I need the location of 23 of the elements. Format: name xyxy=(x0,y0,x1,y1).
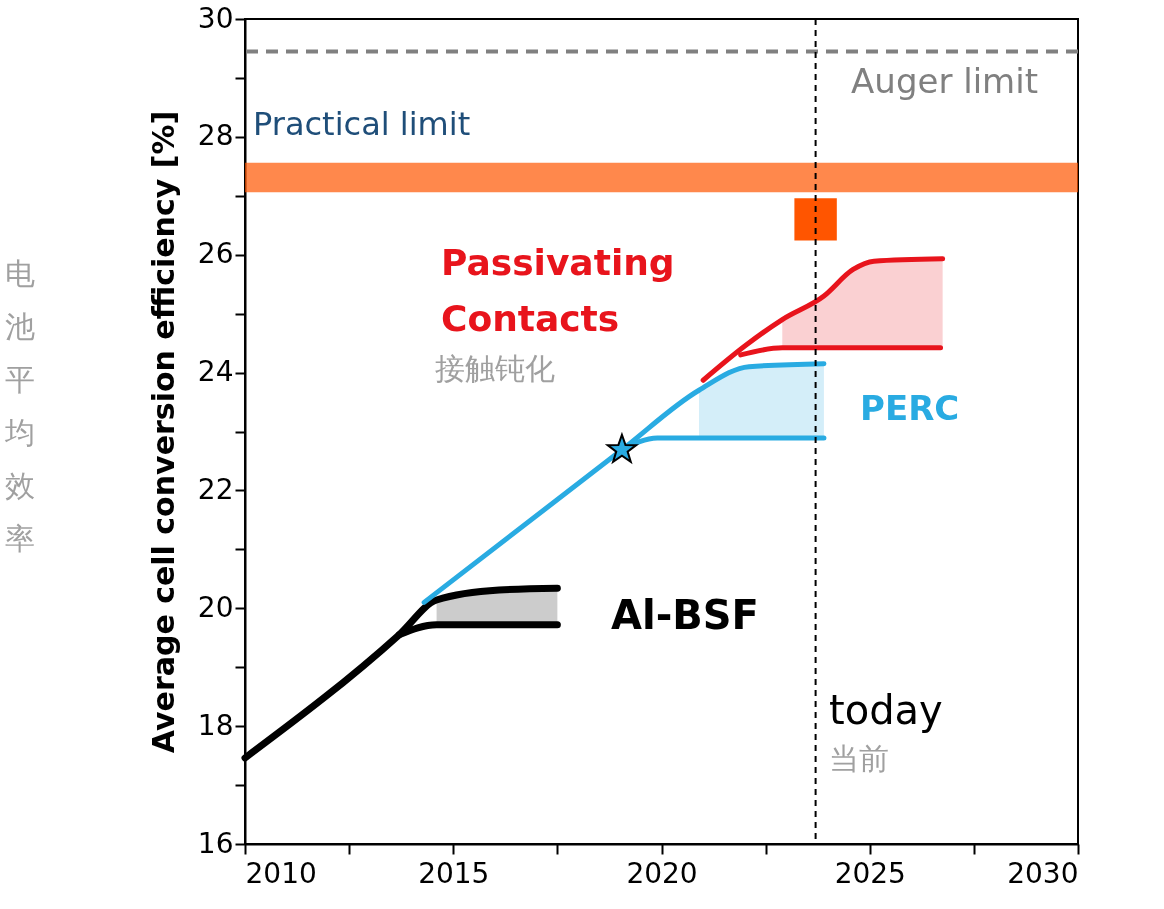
series-label: PERC xyxy=(860,388,960,428)
ref-line-label: Auger limit xyxy=(851,61,1038,101)
y-tick-label: 22 xyxy=(197,472,234,506)
y-tick-label: 30 xyxy=(197,1,234,35)
y-tick-label: 28 xyxy=(197,119,234,153)
y-tick-label: 20 xyxy=(197,590,234,624)
y-axis-title: Average cell conversion efficiency [%] xyxy=(145,110,181,754)
series-label: Passivating Contacts xyxy=(441,242,675,339)
x-tick-label: 2020 xyxy=(626,856,698,890)
ref-line-label: today xyxy=(829,687,943,733)
x-tick-label: 2025 xyxy=(834,856,906,890)
y-tick-label: 18 xyxy=(197,708,234,742)
annotation: 当前 xyxy=(829,741,889,776)
x-tick-label: 2030 xyxy=(1007,856,1079,890)
x-tick-label: 2015 xyxy=(418,856,490,890)
text: 电池平均效率 xyxy=(4,256,35,556)
band-label: Practical limit xyxy=(253,105,471,143)
y-tick-label: 16 xyxy=(197,826,234,860)
y-tick-label: 26 xyxy=(197,237,234,271)
series-label: Al-BSF xyxy=(611,592,759,638)
x-tick-label: 2010 xyxy=(245,856,317,890)
annotation: 接触钝化 xyxy=(435,351,555,386)
y-tick-label: 24 xyxy=(197,355,234,389)
